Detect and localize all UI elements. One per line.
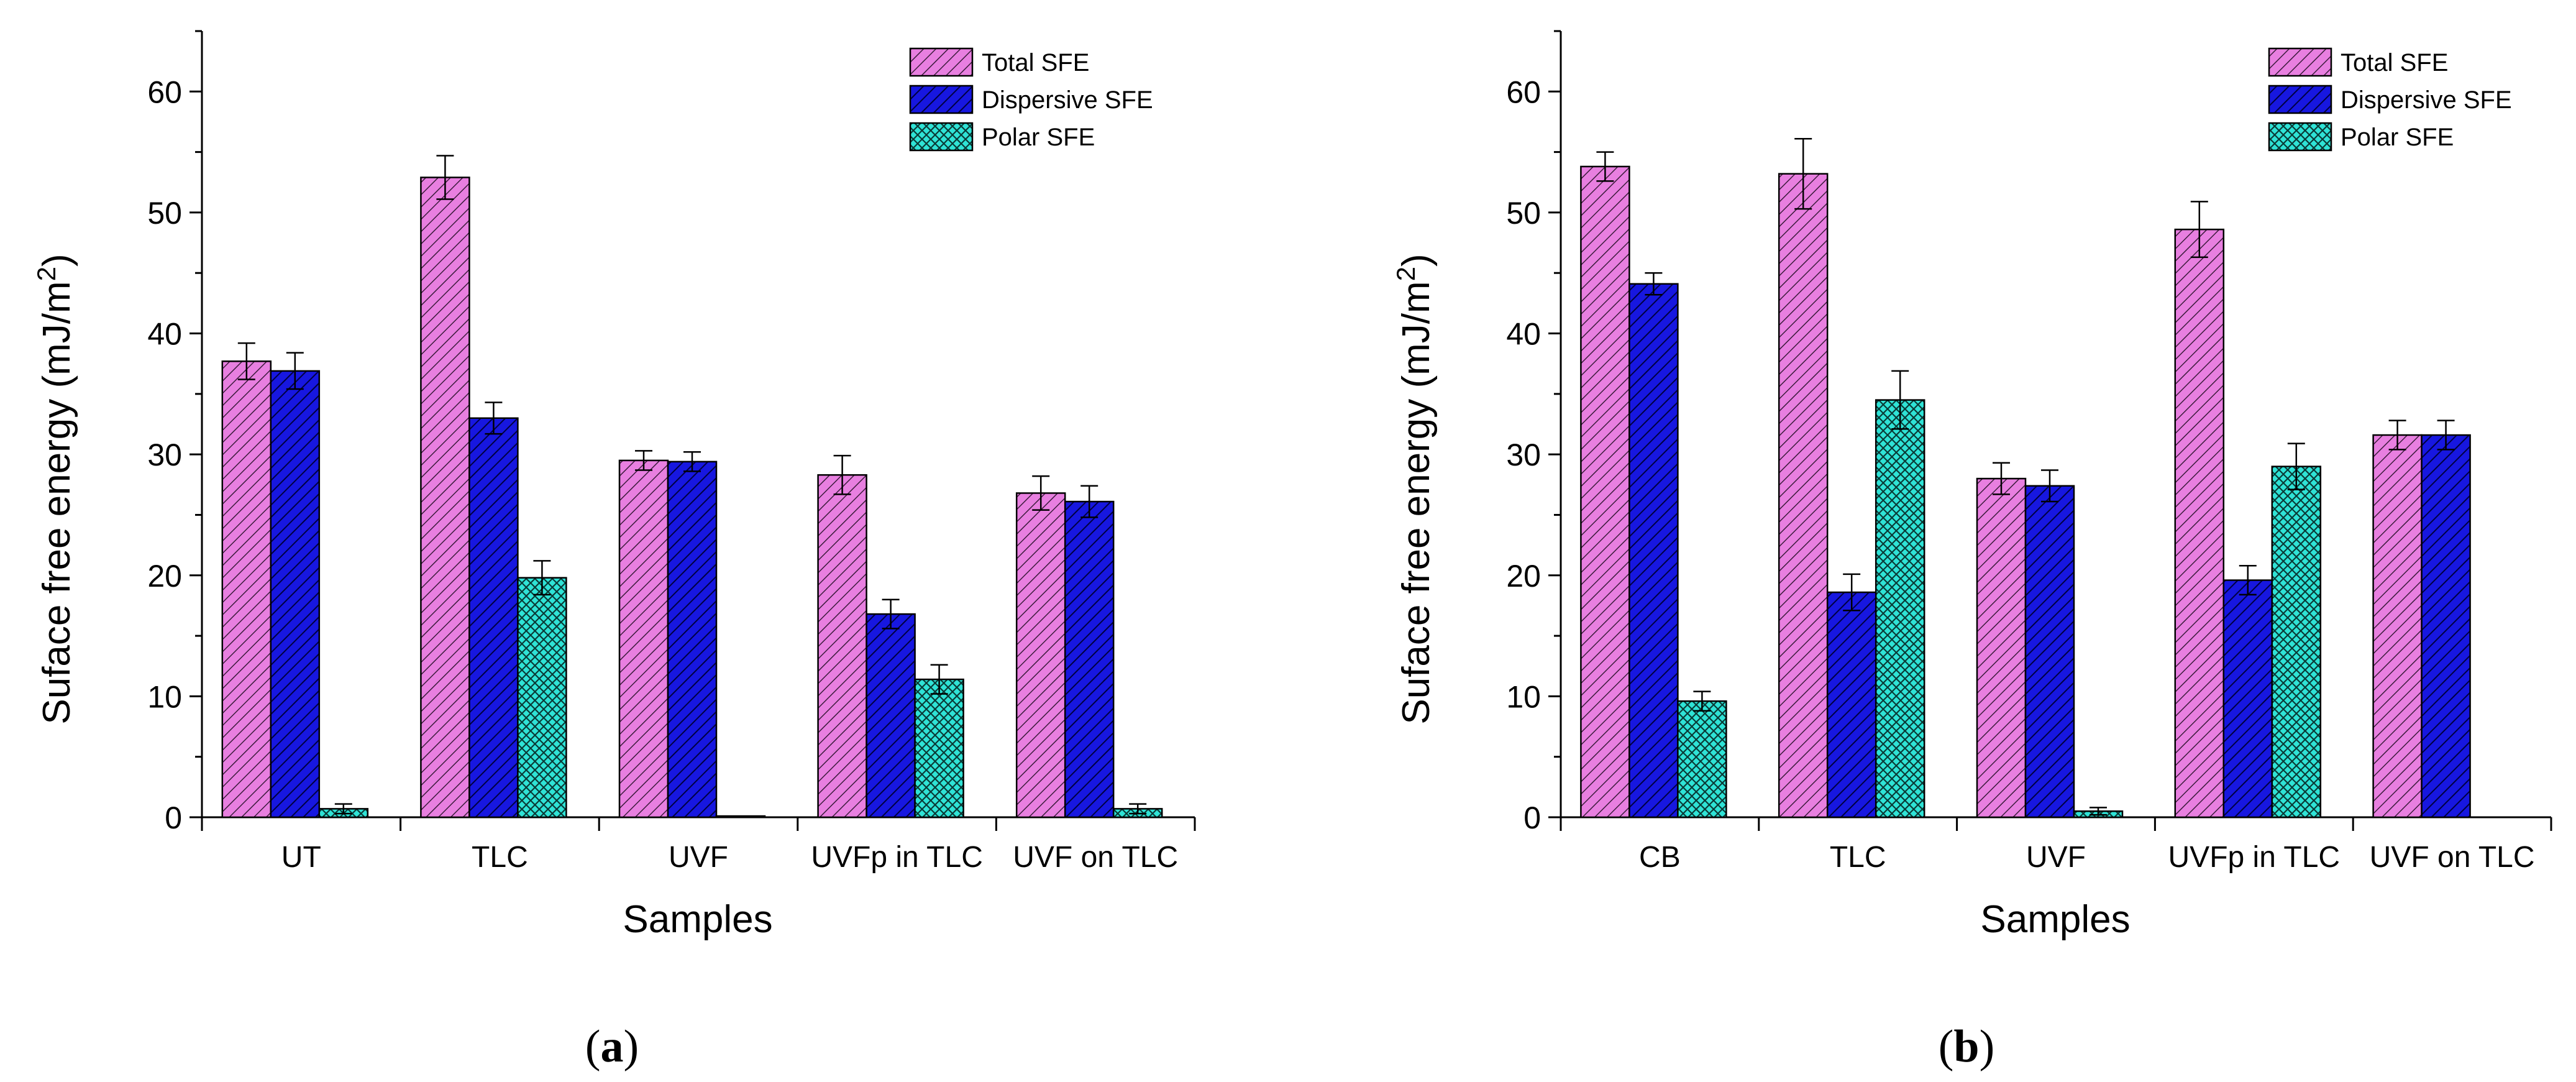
panel-a-bar-total-uvf-on-tlc: [1015, 492, 1066, 818]
panel-b-y-tick-label: 40: [1506, 317, 1541, 352]
panel-b-category-label-tlc: TLC: [1830, 841, 1886, 874]
panel-a-bar-total-uvf: [618, 459, 669, 818]
panel-b-y-tick-label: 20: [1506, 559, 1541, 594]
panel-a-legend-swatch-dispersive: [909, 85, 974, 114]
panel-b-y-tick-label: 50: [1506, 196, 1541, 231]
panel-b-plot: 0 10 20 30 40 50 60 CB TLC UVF UVFp in TLC UVF on T…: [1506, 30, 2552, 874]
panel-b-bar-total-tlc: [1778, 173, 1829, 818]
panel-b-bar-total-uvf: [1976, 477, 2027, 818]
panel-a-category-label-tlc: TLC: [472, 841, 528, 874]
panel-a-bar-dispersive-tlc: [468, 417, 519, 818]
panel-a-bar-total-ut: [221, 360, 272, 818]
panel-a-y-tick-label: 0: [165, 800, 182, 835]
panel-b-y-tick-label: 10: [1506, 679, 1541, 714]
panel-b-bar-dispersive-uvf-on-tlc: [2421, 434, 2471, 818]
panel-a-bar-polar-uvfp-in-tlc: [914, 678, 964, 818]
panel-a-legend-label-polar: Polar SFE: [982, 124, 1095, 151]
panel-a-y-tick-label: 40: [147, 317, 182, 352]
panel-b-bar-polar-cb: [1677, 700, 1727, 818]
panel-b-legend-swatch-dispersive: [2268, 85, 2332, 114]
panel-b-y-tick-label: 30: [1506, 438, 1541, 472]
panel-a-y-tick-label: 10: [147, 679, 182, 714]
panel-b-bar-polar-tlc: [1875, 399, 1925, 818]
panel-b-legend-label-dispersive: Dispersive SFE: [2341, 86, 2512, 114]
panel-a-y-tick-label: 30: [147, 438, 182, 472]
panel-a-category-label-ut: UT: [281, 841, 321, 874]
panel-a-legend-label-total: Total SFE: [982, 49, 1089, 76]
panel-a-caption: (a): [585, 1021, 639, 1072]
panel-a-category-label-uvfp-in-tlc: UVFp in TLC: [811, 841, 983, 874]
panel-b-bar-dispersive-uvf: [2024, 485, 2075, 818]
panel-a-bar-dispersive-uvfp-in-tlc: [866, 613, 916, 818]
panel-b-bar-dispersive-uvfp-in-tlc: [2222, 579, 2273, 818]
panel-a-plot: 0 10 20 30 40 50 60 UT TLC UVF UVFp in TLC UVF on T…: [147, 30, 1196, 874]
panel-b-bar-total-uvf-on-tlc: [2372, 434, 2423, 818]
panel-a-legend-label-dispersive: Dispersive SFE: [982, 86, 1153, 114]
panel-a-bar-total-tlc: [420, 177, 470, 818]
panel-a-xlabel: Samples: [623, 898, 772, 941]
panel-a-legend-swatch-total: [909, 47, 974, 77]
panel-b-category-label-uvfp-in-tlc: UVFp in TLC: [2168, 841, 2341, 874]
panel-b-y-tick-label: 0: [1523, 800, 1541, 835]
panel-b-y-tick-label: 60: [1506, 75, 1541, 109]
panel-b-legend-swatch-polar: [2268, 122, 2332, 152]
panel-b-ylabel: Suface free energy (mJ/m2): [1391, 254, 1438, 724]
panel-a-y-tick-label: 50: [147, 196, 182, 231]
panel-b-category-label-cb: CB: [1639, 841, 1681, 874]
panel-a-bar-total-uvfp-in-tlc: [817, 474, 867, 818]
panel-b-legend-swatch-total: [2268, 47, 2332, 77]
panel-a-legend-swatch-polar: [909, 122, 974, 152]
panel-b-bar-polar-uvfp-in-tlc: [2271, 465, 2322, 818]
panel-b-bar-dispersive-cb: [1628, 283, 1679, 818]
panel-b-category-label-uvf: UVF: [2026, 841, 2086, 874]
panel-a-category-label-uvf-on-tlc: UVF on TLC: [1013, 841, 1178, 874]
panel-a-bar-dispersive-uvf: [667, 461, 718, 818]
panel-a-y-tick-label: 60: [147, 75, 182, 109]
panel-b: 0 10 20 30 40 50 60 CB TLC UVF UVFp in TLC UVF on T…: [1391, 30, 2552, 1072]
panel-b-bar-total-cb: [1580, 165, 1630, 818]
panel-a-bar-dispersive-ut: [270, 370, 321, 818]
panel-b-bar-dispersive-tlc: [1826, 591, 1877, 818]
panel-b-legend-label-total: Total SFE: [2341, 49, 2448, 76]
panel-b-caption: (b): [1939, 1021, 1994, 1072]
panel-b-category-label-uvf-on-tlc: UVF on TLC: [2370, 841, 2535, 874]
panel-b-xlabel: Samples: [1980, 898, 2130, 941]
panel-a-bar-dispersive-uvf-on-tlc: [1064, 500, 1115, 818]
panel-b-bar-total-uvfp-in-tlc: [2174, 228, 2225, 818]
panel-b-legend-label-polar: Polar SFE: [2341, 124, 2454, 151]
panel-a-bar-polar-tlc: [517, 577, 567, 818]
panel-a-ylabel: Suface free energy (mJ/m2): [32, 254, 79, 724]
panel-a: 0 10 20 30 40 50 60 UT TLC UVF UVFp in TLC UVF on T…: [32, 30, 1196, 1072]
panel-a-bar-polar-uvf: [715, 815, 766, 818]
panel-a-y-tick-label: 20: [147, 559, 182, 594]
panel-a-category-label-uvf: UVF: [669, 841, 728, 874]
